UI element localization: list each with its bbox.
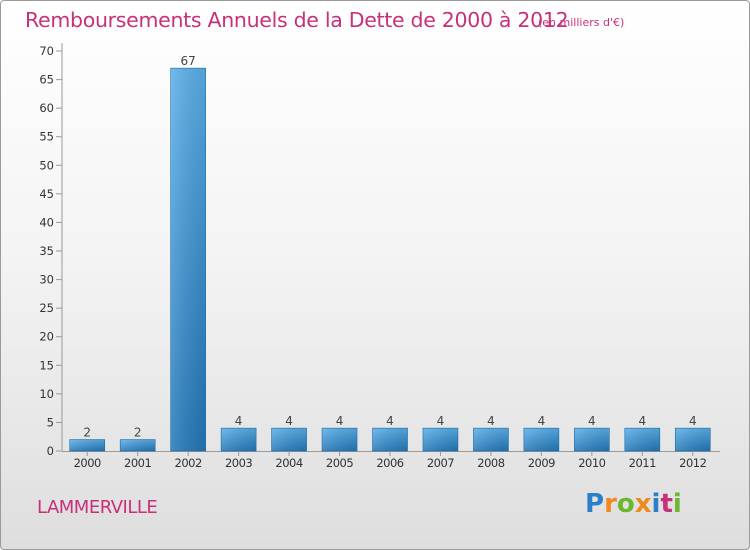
x-tick-label: 2006 xyxy=(376,456,403,470)
y-tick-label: 40 xyxy=(39,215,54,229)
data-label: 4 xyxy=(588,414,596,428)
y-tick-label: 35 xyxy=(39,244,54,258)
bar-shade-2005 xyxy=(321,427,358,452)
y-tick-label: 10 xyxy=(39,387,54,401)
y-tick-label: 55 xyxy=(39,130,54,144)
bar-shade-2006 xyxy=(372,427,408,452)
x-tick-label: 2011 xyxy=(629,456,656,470)
data-label: 4 xyxy=(235,414,243,428)
x-tick-label: 2003 xyxy=(225,456,252,470)
y-tick-label: 50 xyxy=(39,158,54,172)
data-label: 67 xyxy=(181,54,196,68)
x-tick-label: 2001 xyxy=(124,456,151,470)
logo-letter: i xyxy=(672,489,682,519)
bar-shade-2012 xyxy=(674,427,711,452)
y-tick-label: 30 xyxy=(39,273,54,287)
chart-title: Remboursements Annuels de la Dette de 20… xyxy=(25,8,569,32)
logo-letter: i xyxy=(651,489,661,519)
bar-shade-2004 xyxy=(271,427,307,452)
y-tick-label: 25 xyxy=(39,301,54,315)
x-tick-label: 2000 xyxy=(74,456,101,470)
data-label: 4 xyxy=(285,414,293,428)
chart-title-text: Remboursements Annuels de la Dette de 20… xyxy=(25,8,569,32)
x-tick-label: 2005 xyxy=(326,456,353,470)
bar-shade-2011 xyxy=(624,427,661,452)
data-label: 4 xyxy=(437,414,445,428)
data-label: 4 xyxy=(487,414,495,428)
data-label: 4 xyxy=(386,414,394,428)
logo-letter: x xyxy=(634,489,652,519)
x-tick-label: 2007 xyxy=(427,456,454,470)
x-tick-label: 2008 xyxy=(477,456,504,470)
data-label: 2 xyxy=(83,426,91,440)
x-tick-label: 2002 xyxy=(175,456,202,470)
y-tick-label: 60 xyxy=(39,101,54,115)
x-tick-label: 2012 xyxy=(679,456,706,470)
logo-letter: r xyxy=(604,489,617,519)
logo-letter: P xyxy=(585,489,605,519)
y-tick-label: 5 xyxy=(47,415,54,429)
x-tick-label: 2009 xyxy=(528,456,555,470)
bar-shade-2010 xyxy=(574,427,610,452)
bar-shade-2001 xyxy=(119,439,156,452)
data-label: 4 xyxy=(689,414,697,428)
x-tick-label: 2010 xyxy=(578,456,605,470)
y-tick-label: 65 xyxy=(39,73,54,87)
data-label: 2 xyxy=(134,426,142,440)
bar-shade-2002 xyxy=(170,67,206,452)
chart-unit: (en milliers d'€) xyxy=(538,16,625,29)
bar-shade-2007 xyxy=(422,427,459,452)
data-label: 4 xyxy=(638,414,646,428)
y-tick-label: 45 xyxy=(39,187,54,201)
bar-shade-2000 xyxy=(69,439,106,452)
proxiti-logo: Proxiti xyxy=(585,489,682,519)
bar-shade-2009 xyxy=(523,427,560,452)
y-tick-label: 0 xyxy=(47,444,54,458)
data-label: 4 xyxy=(538,414,546,428)
logo-letter: t xyxy=(660,489,673,519)
y-tick-label: 70 xyxy=(39,44,54,58)
data-label: 4 xyxy=(336,414,344,428)
bar-shade-2003 xyxy=(220,427,257,452)
bar-shade-2008 xyxy=(473,427,509,452)
y-tick-label: 15 xyxy=(39,358,54,372)
x-tick-label: 2004 xyxy=(275,456,302,470)
city-name: LAMMERVILLE xyxy=(37,497,158,518)
y-tick-label: 20 xyxy=(39,330,54,344)
logo-letter: o xyxy=(616,489,635,519)
